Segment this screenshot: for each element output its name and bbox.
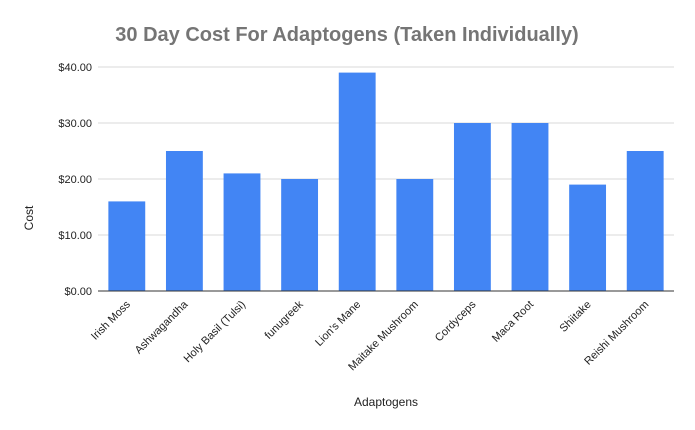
bar	[626, 151, 664, 291]
x-tick-label: Holy Basil (Tulsi)	[182, 299, 249, 366]
x-tick-label: funugreek	[263, 298, 306, 341]
bar	[281, 179, 319, 291]
y-tick-label: $20.00	[58, 174, 92, 186]
bar	[108, 201, 146, 291]
x-tick-label: Cordyceps	[433, 298, 479, 344]
bars	[108, 72, 664, 291]
bar	[223, 173, 261, 291]
y-tick-label: $40.00	[58, 62, 92, 74]
chart-title: 30 Day Cost For Adaptogens (Taken Indivi…	[115, 24, 578, 46]
y-tick-label: $30.00	[58, 118, 92, 130]
bar	[569, 184, 607, 291]
x-tick-label: Lion's Mane	[313, 299, 363, 349]
bar	[396, 179, 434, 291]
bar	[453, 123, 491, 291]
y-axis-ticks: $0.00 $10.00 $20.00 $30.00 $40.00	[58, 62, 92, 298]
y-tick-label: $10.00	[58, 230, 92, 242]
x-tick-label: Shiitake	[558, 299, 594, 335]
bar	[511, 123, 549, 291]
x-tick-label: Reishi Mushroom	[582, 299, 651, 368]
y-axis-title: Cost	[22, 205, 36, 230]
x-tick-label: Maca Root	[490, 299, 536, 345]
bar	[338, 72, 376, 291]
x-tick-label: Irish Moss	[89, 298, 133, 342]
bar	[165, 151, 203, 291]
x-tick-label: Ashwagandha	[133, 298, 191, 356]
y-tick-label: $0.00	[64, 286, 92, 298]
x-axis-title: Adaptogens	[354, 395, 418, 409]
